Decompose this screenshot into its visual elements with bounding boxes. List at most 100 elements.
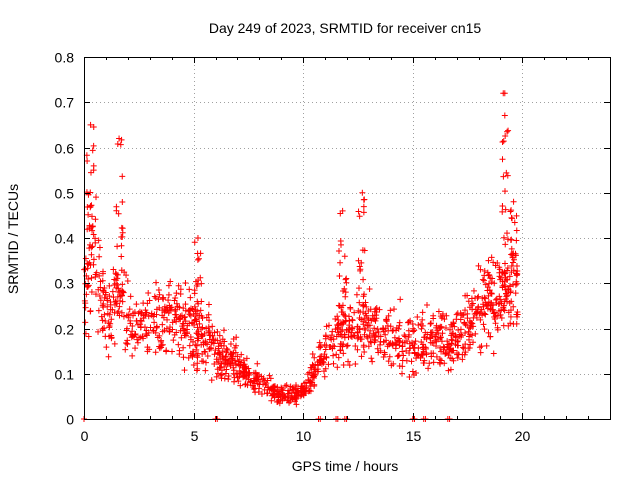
data-point	[368, 355, 375, 362]
data-point	[207, 344, 214, 351]
data-point	[472, 330, 479, 337]
data-point	[217, 372, 224, 379]
data-point	[106, 311, 113, 318]
data-point	[92, 216, 99, 223]
data-point	[286, 387, 293, 394]
data-point	[113, 284, 120, 291]
data-point	[428, 320, 435, 327]
data-point	[335, 316, 342, 323]
data-point	[96, 253, 103, 260]
data-point	[209, 332, 216, 339]
data-point	[413, 355, 420, 362]
data-point	[494, 312, 501, 319]
data-point	[228, 351, 235, 358]
data-point	[371, 325, 378, 332]
data-point	[462, 307, 469, 314]
data-point	[512, 290, 519, 297]
data-point	[396, 319, 403, 326]
data-point	[82, 265, 89, 272]
y-tick-label: 0.7	[55, 95, 75, 111]
data-point	[491, 315, 498, 322]
data-point	[173, 300, 180, 307]
data-point	[132, 345, 139, 352]
data-point	[355, 257, 362, 264]
data-point	[166, 304, 173, 311]
data-point	[358, 353, 365, 360]
data-point-peak	[339, 207, 346, 214]
y-tick-labels: 0 0.1 0.2 0.3 0.4 0.5 0.6 0.7 0.8	[55, 50, 75, 428]
data-point	[182, 301, 189, 308]
data-point	[87, 261, 94, 268]
data-point	[169, 348, 176, 355]
data-point	[133, 317, 140, 324]
data-point	[166, 324, 173, 331]
data-point	[462, 292, 469, 299]
data-point	[85, 333, 92, 340]
data-point	[489, 306, 496, 313]
data-point	[115, 308, 122, 315]
data-point	[216, 332, 223, 339]
data-point	[92, 239, 99, 246]
data-point	[211, 329, 218, 336]
data-point	[338, 341, 345, 348]
data-point	[129, 333, 136, 340]
data-point	[89, 223, 96, 230]
data-point	[200, 358, 207, 365]
data-point	[354, 329, 361, 336]
data-point	[358, 336, 365, 343]
data-point	[208, 339, 215, 346]
data-point	[97, 297, 104, 304]
data-point	[513, 262, 520, 269]
data-point	[130, 310, 137, 317]
data-point	[125, 314, 132, 321]
data-point	[243, 355, 250, 362]
data-point	[95, 286, 102, 293]
data-point	[88, 251, 95, 258]
data-point	[464, 315, 471, 322]
data-point	[279, 387, 286, 394]
data-point	[114, 140, 121, 147]
data-point	[309, 374, 316, 381]
data-point	[371, 336, 378, 343]
data-point	[504, 128, 511, 135]
data-point	[428, 332, 435, 339]
data-point	[492, 320, 499, 327]
data-point	[99, 317, 106, 324]
data-point	[439, 310, 446, 317]
data-point	[442, 350, 449, 357]
data-point	[410, 372, 417, 379]
data-point	[457, 326, 464, 333]
data-point	[198, 280, 205, 287]
data-point	[322, 333, 329, 340]
data-point	[511, 219, 518, 226]
data-point	[501, 188, 508, 195]
data-point	[402, 333, 409, 340]
data-point	[503, 293, 510, 300]
data-point	[504, 264, 511, 271]
data-point	[195, 255, 202, 262]
data-point	[500, 234, 507, 241]
data-point	[124, 278, 131, 285]
data-point	[484, 301, 491, 308]
data-point	[485, 329, 492, 336]
data-point	[177, 291, 184, 298]
data-point	[89, 147, 96, 154]
data-point	[394, 353, 401, 360]
data-point	[181, 313, 188, 320]
data-point	[346, 325, 353, 332]
y-tick-label: 0.4	[55, 231, 75, 247]
data-point	[99, 325, 106, 332]
data-point	[119, 298, 126, 305]
data-point	[438, 338, 445, 345]
data-point	[155, 286, 162, 293]
x-axis-label: GPS time / hours	[292, 458, 399, 474]
data-point	[461, 351, 468, 358]
data-point	[106, 293, 113, 300]
data-point	[88, 213, 95, 220]
data-point	[258, 391, 265, 398]
data-point	[225, 376, 232, 383]
data-point	[360, 276, 367, 283]
data-point	[383, 337, 390, 344]
data-point	[165, 291, 172, 298]
data-point	[258, 373, 265, 380]
